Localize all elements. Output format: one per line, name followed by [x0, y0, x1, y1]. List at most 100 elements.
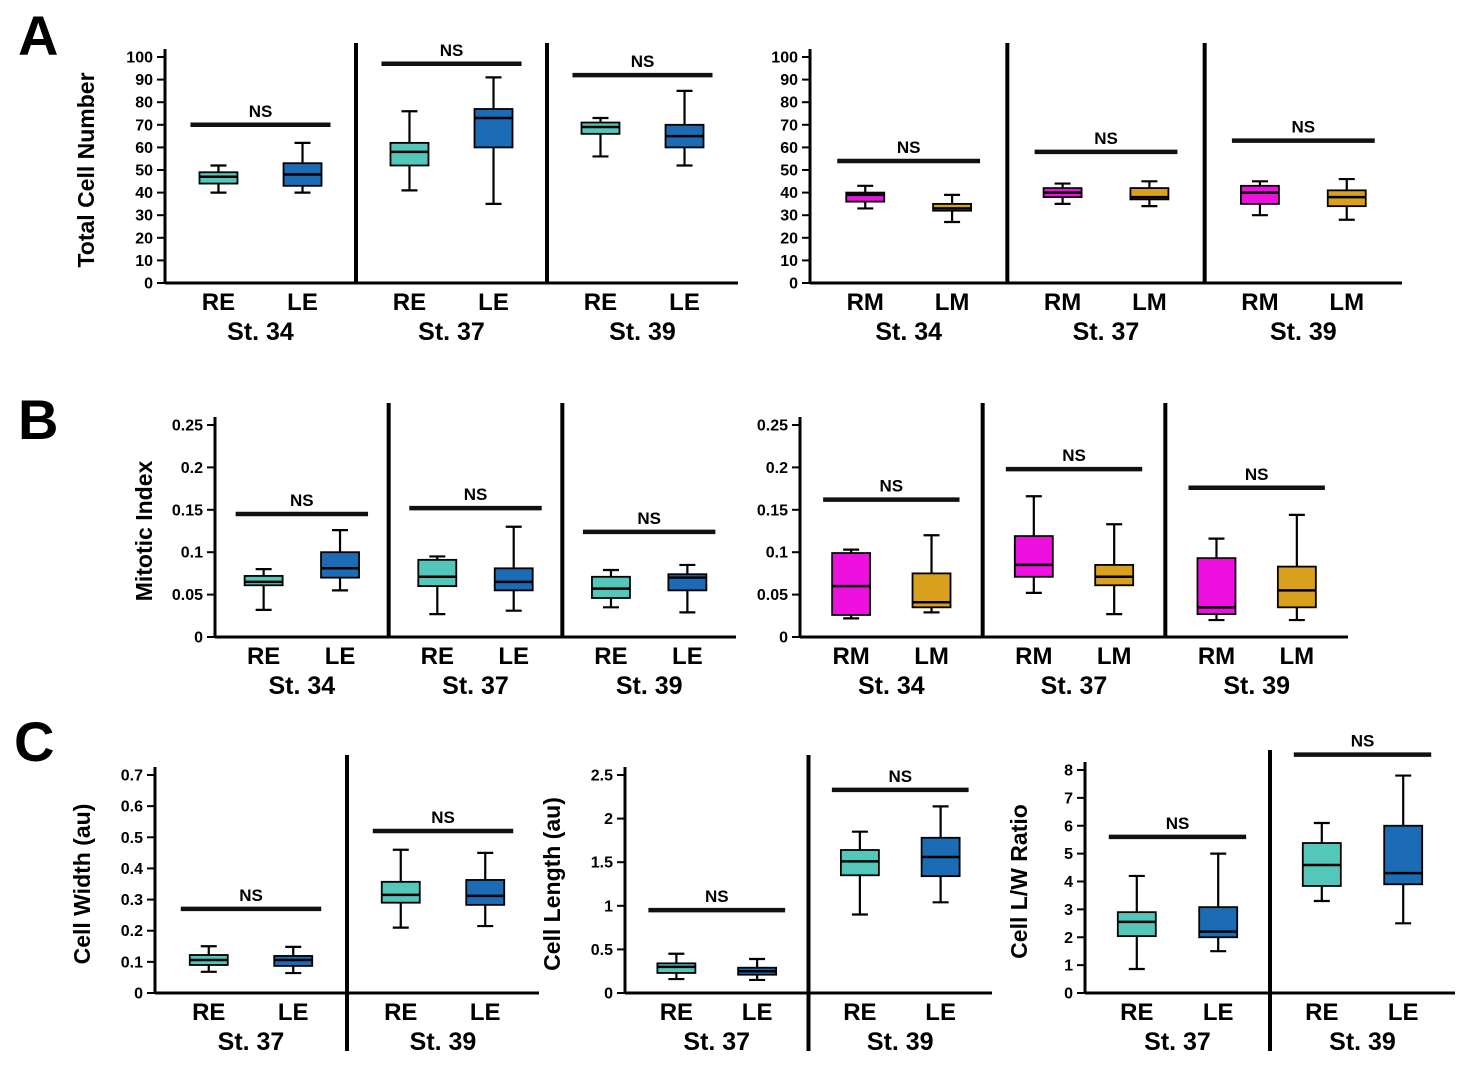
- stage-label: St. 34: [858, 672, 925, 700]
- y-axis-label: Cell Width (au): [69, 804, 95, 965]
- box-RM: [1196, 537, 1237, 622]
- y-tick-label: 2: [1064, 930, 1073, 947]
- stage-label: St. 37: [1041, 672, 1108, 700]
- chart-cell-length: 0 0.5 1 1.5 2 2.5 Cell Length (au) RE LE NS St. 37…: [539, 755, 992, 1056]
- sig-label: NS: [897, 138, 921, 157]
- series-label-LE: LE: [925, 999, 956, 1026]
- box-LE: [667, 563, 708, 614]
- stage-label: St. 34: [875, 318, 942, 346]
- box-LM: [1276, 513, 1317, 622]
- box-rect-LM: [1129, 187, 1170, 201]
- y-tick-label: 30: [135, 208, 153, 225]
- y-tick-label: 0.4: [121, 861, 143, 878]
- y-tick-label: 0.15: [757, 502, 788, 519]
- box-rect-LE: [473, 108, 514, 149]
- box-LE: [273, 945, 314, 975]
- box-RE: [389, 110, 430, 192]
- y-tick-label: 60: [135, 140, 153, 157]
- y-axis-label: Cell Length (au): [539, 797, 565, 971]
- series-label-LM: LM: [1329, 289, 1364, 316]
- y-tick-label: 0.1: [766, 545, 788, 562]
- y-tick-label: 0.2: [121, 923, 143, 940]
- box-rect-RE: [839, 849, 880, 877]
- y-tick-label: 0.25: [757, 418, 788, 435]
- y-tick-label: 50: [780, 163, 798, 180]
- series-label-LE: LE: [287, 289, 318, 316]
- series-label-LE: LE: [669, 289, 700, 316]
- panel-label-A: A: [18, 4, 59, 67]
- box-RE: [188, 945, 229, 973]
- box-LE: [920, 805, 961, 904]
- sig-label: NS: [1351, 732, 1375, 751]
- box-RE: [198, 164, 239, 194]
- y-tick-label: 90: [135, 72, 153, 89]
- box-rect-LM: [1276, 565, 1317, 609]
- y-tick-label: 20: [135, 230, 153, 247]
- stage-label: St. 37: [442, 672, 509, 700]
- box-LM: [932, 193, 972, 224]
- y-tick-label: 80: [135, 95, 153, 112]
- y-tick-label: 10: [135, 253, 153, 270]
- box-RM: [845, 184, 886, 210]
- y-tick-label: 0.1: [181, 545, 203, 562]
- stage-label: St. 39: [1329, 1028, 1396, 1056]
- sig-label: NS: [1245, 465, 1269, 484]
- y-tick-label: 0.5: [591, 942, 613, 959]
- y-tick-label: 2: [604, 811, 613, 828]
- box-LE: [664, 89, 705, 167]
- sig-label: NS: [249, 102, 273, 121]
- stage-label: St. 39: [1223, 672, 1290, 700]
- y-axis-label: Mitotic Index: [131, 461, 157, 602]
- stage-label: St. 39: [867, 1028, 934, 1056]
- y-tick-label: 2.5: [591, 768, 613, 785]
- sig-label: NS: [1094, 129, 1118, 148]
- box-rect-LE: [1383, 824, 1424, 886]
- chart-mitotic-index-re-le: 0 0.05 0.1 0.15 0.2 0.25 Mitotic Index RE LE NS St…: [131, 403, 736, 700]
- stage-label: St. 39: [609, 318, 676, 346]
- y-tick-label: 20: [780, 230, 798, 247]
- box-RM: [1042, 182, 1083, 205]
- y-tick-label: 3: [1064, 902, 1073, 919]
- box-RE: [243, 568, 284, 611]
- sig-label: NS: [440, 41, 464, 60]
- series-label-RE: RE: [192, 999, 225, 1026]
- box-rect-RE: [1116, 911, 1157, 938]
- y-tick-label: 4: [1064, 874, 1073, 891]
- series-label-RE: RE: [202, 289, 235, 316]
- sig-label: NS: [1062, 446, 1086, 465]
- box-RE: [1116, 874, 1157, 971]
- y-tick-label: 0.05: [757, 587, 788, 604]
- y-tick-label: 40: [780, 185, 798, 202]
- stage-label: St. 37: [418, 318, 485, 346]
- y-tick-label: 0.5: [121, 830, 143, 847]
- series-label-LE: LE: [1388, 999, 1419, 1026]
- series-label-RM: RM: [1198, 643, 1235, 670]
- box-RE: [839, 830, 880, 916]
- series-label-RE: RE: [384, 999, 417, 1026]
- y-tick-label: 0: [789, 276, 798, 293]
- sig-label: NS: [888, 767, 912, 786]
- box-rect-RE: [591, 575, 631, 599]
- y-tick-label: 40: [135, 185, 153, 202]
- box-LE: [282, 141, 323, 194]
- box-rect-RM: [1013, 535, 1054, 578]
- box-rect-RM: [1196, 557, 1237, 616]
- series-label-LM: LM: [935, 289, 970, 316]
- y-tick-label: 0.2: [181, 460, 203, 477]
- box-RE: [1301, 821, 1342, 903]
- y-tick-label: 8: [1064, 763, 1073, 780]
- y-tick-label: 0: [1064, 986, 1073, 1003]
- sig-label: NS: [880, 477, 904, 496]
- box-LE: [473, 76, 514, 205]
- y-tick-label: 0.7: [121, 768, 143, 785]
- stage-label: St. 39: [410, 1028, 477, 1056]
- series-label-RE: RE: [584, 289, 617, 316]
- y-tick-label: 10: [780, 253, 798, 270]
- series-label-LM: LM: [914, 643, 949, 670]
- box-LE: [1383, 774, 1424, 925]
- box-rect-RM: [831, 552, 872, 616]
- box-RM: [1240, 180, 1280, 217]
